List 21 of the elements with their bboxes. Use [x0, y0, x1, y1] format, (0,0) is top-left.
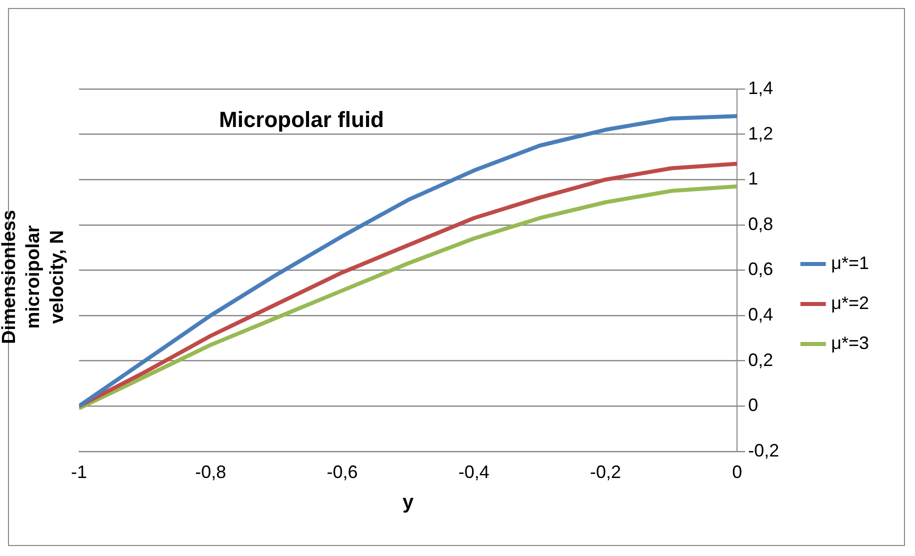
x-tick-label: -0,8: [195, 462, 226, 482]
y-tick-label: 0,8: [748, 214, 774, 234]
y-tick-label: 0,2: [748, 350, 774, 370]
x-tick-label: -0,2: [590, 462, 621, 482]
y-tick-label: 0: [748, 395, 758, 416]
y-tick-label: -0,2: [748, 440, 780, 460]
legend-label: μ*=2: [831, 292, 870, 313]
y-axis-title: Dimensionless microipolar velocity, N: [0, 210, 69, 344]
y-tick-label: 0,4: [748, 304, 774, 324]
x-tick-label: -1: [70, 462, 88, 482]
y-tick-label: 1,2: [748, 123, 774, 144]
x-axis-title: y: [402, 492, 414, 514]
x-tick-label: 0: [732, 462, 742, 482]
legend-label: μ*=3: [831, 332, 870, 353]
legend-label: μ*=1: [831, 252, 870, 273]
x-tick-label: -0,6: [326, 462, 358, 482]
x-tick-label: -0,4: [458, 462, 490, 482]
y-tick-label: 0,6: [748, 259, 774, 280]
y-tick-label: 1: [748, 168, 758, 189]
text: Micropolar fluid: [219, 107, 384, 132]
y-tick-label: 1,4: [748, 78, 774, 98]
